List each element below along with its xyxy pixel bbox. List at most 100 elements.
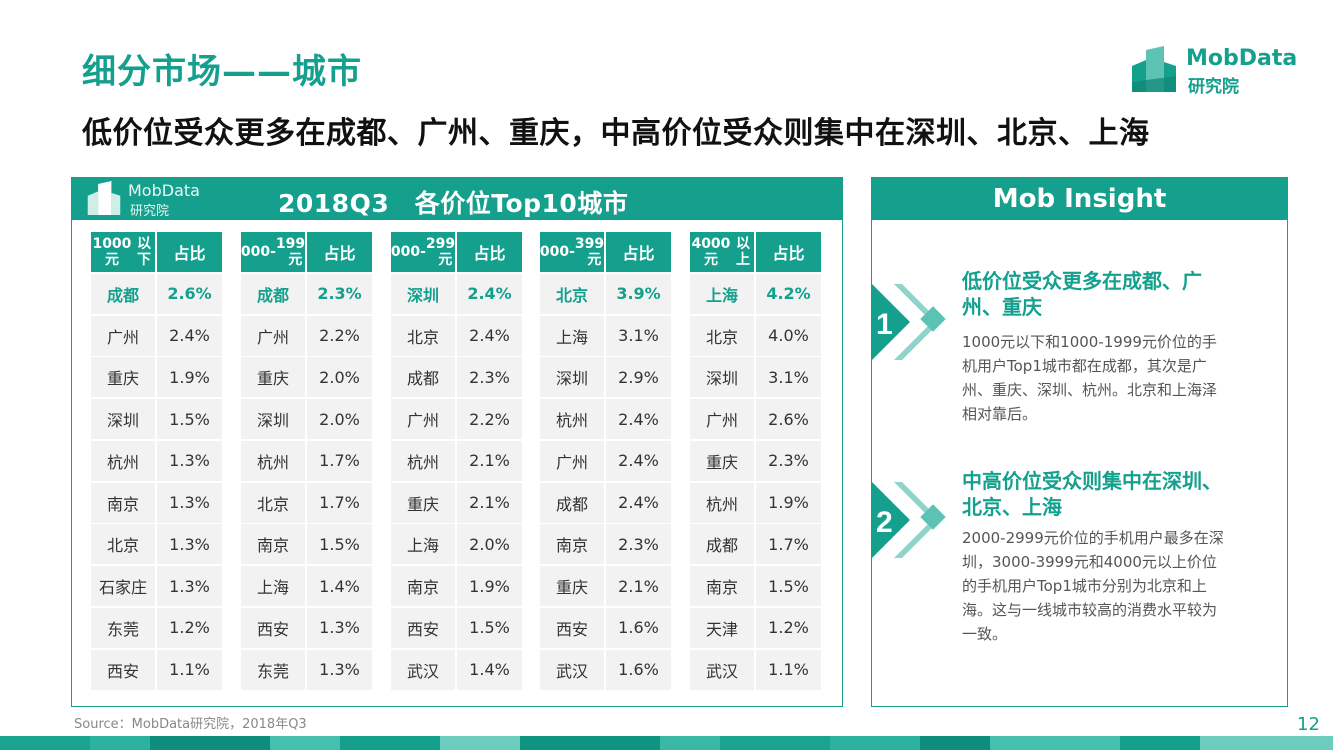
- share-cell: 2.6%: [756, 399, 821, 439]
- city-cell: 南京: [391, 566, 455, 606]
- table-row: 重庆 2.1%: [391, 482, 524, 523]
- city-cell: 上海: [690, 273, 754, 314]
- insight-number: 2: [876, 506, 893, 539]
- table-header-row: 1000元 以下 占比: [91, 232, 224, 272]
- table-row: 石家庄 1.3%: [91, 566, 224, 606]
- city-cell: 广州: [241, 315, 305, 356]
- city-cell: 广州: [91, 315, 155, 356]
- insight-heading: 中高价位受众则集中在深圳、北京、上海: [962, 469, 1222, 519]
- table-row: 广州 2.2%: [391, 399, 524, 439]
- city-cell: 西安: [540, 607, 604, 648]
- page-number: 12: [1297, 714, 1320, 735]
- share-column-header: 占比: [606, 232, 671, 272]
- city-cell: 重庆: [241, 357, 305, 398]
- price-tier-table: 3000- 3999元 占比 北京 3.9% 上海 3.1% 深圳 2.9% 杭州 2.4% 广州 2.…: [530, 232, 673, 690]
- city-cell: 上海: [241, 566, 305, 606]
- table-row: 成都 2.6%: [91, 273, 224, 314]
- share-cell: 3.9%: [606, 273, 671, 314]
- share-cell: 2.2%: [307, 315, 372, 356]
- table-row: 广州 2.4%: [540, 440, 673, 481]
- source-note: Source：MobData研究院，2018年Q3: [74, 717, 307, 732]
- table-header-row: 3000- 3999元 占比: [530, 232, 673, 272]
- table-row: 北京 1.3%: [91, 524, 224, 565]
- share-cell: 1.3%: [157, 482, 222, 523]
- table-row: 杭州 1.7%: [241, 440, 374, 481]
- share-cell: 3.1%: [606, 315, 671, 356]
- brand-logo: MobData 研究院: [1130, 44, 1300, 97]
- share-cell: 1.1%: [756, 649, 821, 690]
- table-row: 重庆 1.9%: [91, 357, 224, 398]
- city-cell: 杭州: [91, 440, 155, 481]
- share-cell: 2.1%: [457, 440, 522, 481]
- table-logo-sub: 研究院: [130, 204, 170, 219]
- table-row: 北京 4.0%: [690, 315, 823, 356]
- table-row: 重庆 2.3%: [690, 440, 823, 481]
- table-row: 西安 1.6%: [540, 607, 673, 648]
- table-header-row: 2000- 2999元 占比: [381, 232, 524, 272]
- city-cell: 杭州: [241, 440, 305, 481]
- city-cell: 深圳: [91, 399, 155, 439]
- price-tier-label: 1000- 1999元: [231, 232, 315, 272]
- city-cell: 西安: [91, 649, 155, 690]
- city-cell: 广州: [391, 399, 455, 439]
- share-cell: 2.3%: [606, 524, 671, 565]
- brand-name: MobData: [1186, 46, 1298, 71]
- table-row: 杭州 2.4%: [540, 399, 673, 439]
- table-row: 西安 1.3%: [241, 607, 374, 648]
- brand-sub: 研究院: [1188, 77, 1239, 97]
- city-cell: 西安: [391, 607, 455, 648]
- table-row: 上海 4.2%: [690, 273, 823, 314]
- share-cell: 2.4%: [157, 315, 222, 356]
- share-cell: 1.5%: [307, 524, 372, 565]
- city-cell: 东莞: [91, 607, 155, 648]
- share-cell: 1.5%: [157, 399, 222, 439]
- city-cell: 南京: [540, 524, 604, 565]
- city-cell: 上海: [540, 315, 604, 356]
- share-cell: 2.3%: [457, 357, 522, 398]
- city-cell: 北京: [540, 273, 604, 314]
- city-cell: 杭州: [690, 482, 754, 523]
- city-cell: 天津: [690, 607, 754, 648]
- city-cell: 东莞: [241, 649, 305, 690]
- share-cell: 1.7%: [307, 440, 372, 481]
- city-cell: 成都: [91, 273, 155, 314]
- share-cell: 2.2%: [457, 399, 522, 439]
- share-cell: 1.9%: [756, 482, 821, 523]
- city-cell: 上海: [391, 524, 455, 565]
- share-cell: 1.2%: [157, 607, 222, 648]
- table-row: 广州 2.4%: [91, 315, 224, 356]
- price-tier-label: 4000元 以上: [690, 232, 754, 272]
- share-cell: 1.3%: [157, 524, 222, 565]
- share-cell: 1.3%: [157, 566, 222, 606]
- city-cell: 武汉: [540, 649, 604, 690]
- slide-title: 细分市场——城市: [82, 52, 362, 92]
- table-panel-header: MobData 研究院 2018Q3 各价位Top10城市: [72, 178, 842, 220]
- price-tier-label: 1000元 以下: [91, 232, 155, 272]
- city-cell: 深圳: [241, 399, 305, 439]
- share-cell: 1.3%: [307, 649, 372, 690]
- share-cell: 2.4%: [457, 273, 522, 314]
- insight-heading: 低价位受众更多在成都、广州、重庆: [962, 269, 1202, 319]
- share-cell: 2.1%: [457, 482, 522, 523]
- table-row: 成都 2.3%: [391, 357, 524, 398]
- city-cell: 广州: [540, 440, 604, 481]
- table-logo-name: MobData: [128, 181, 200, 200]
- share-cell: 1.5%: [457, 607, 522, 648]
- table-row: 南京 1.3%: [91, 482, 224, 523]
- share-column-header: 占比: [756, 232, 821, 272]
- share-cell: 1.4%: [457, 649, 522, 690]
- price-tier-table: 4000元 以上 占比 上海 4.2% 北京 4.0% 深圳 3.1% 广州 2.6% 重庆 2.3% 杭…: [690, 232, 823, 690]
- share-column-header: 占比: [157, 232, 222, 272]
- table-row: 重庆 2.1%: [540, 566, 673, 606]
- insight-title: Mob Insight: [872, 178, 1287, 220]
- share-cell: 2.3%: [307, 273, 372, 314]
- city-cell: 广州: [690, 399, 754, 439]
- city-cell: 北京: [91, 524, 155, 565]
- share-cell: 1.5%: [756, 566, 821, 606]
- mobdata-logo-icon: [1132, 46, 1176, 92]
- share-cell: 1.3%: [157, 440, 222, 481]
- mobdata-logo-icon: [87, 181, 121, 215]
- table-row: 深圳 2.0%: [241, 399, 374, 439]
- table-row: 上海 3.1%: [540, 315, 673, 356]
- share-cell: 2.4%: [606, 482, 671, 523]
